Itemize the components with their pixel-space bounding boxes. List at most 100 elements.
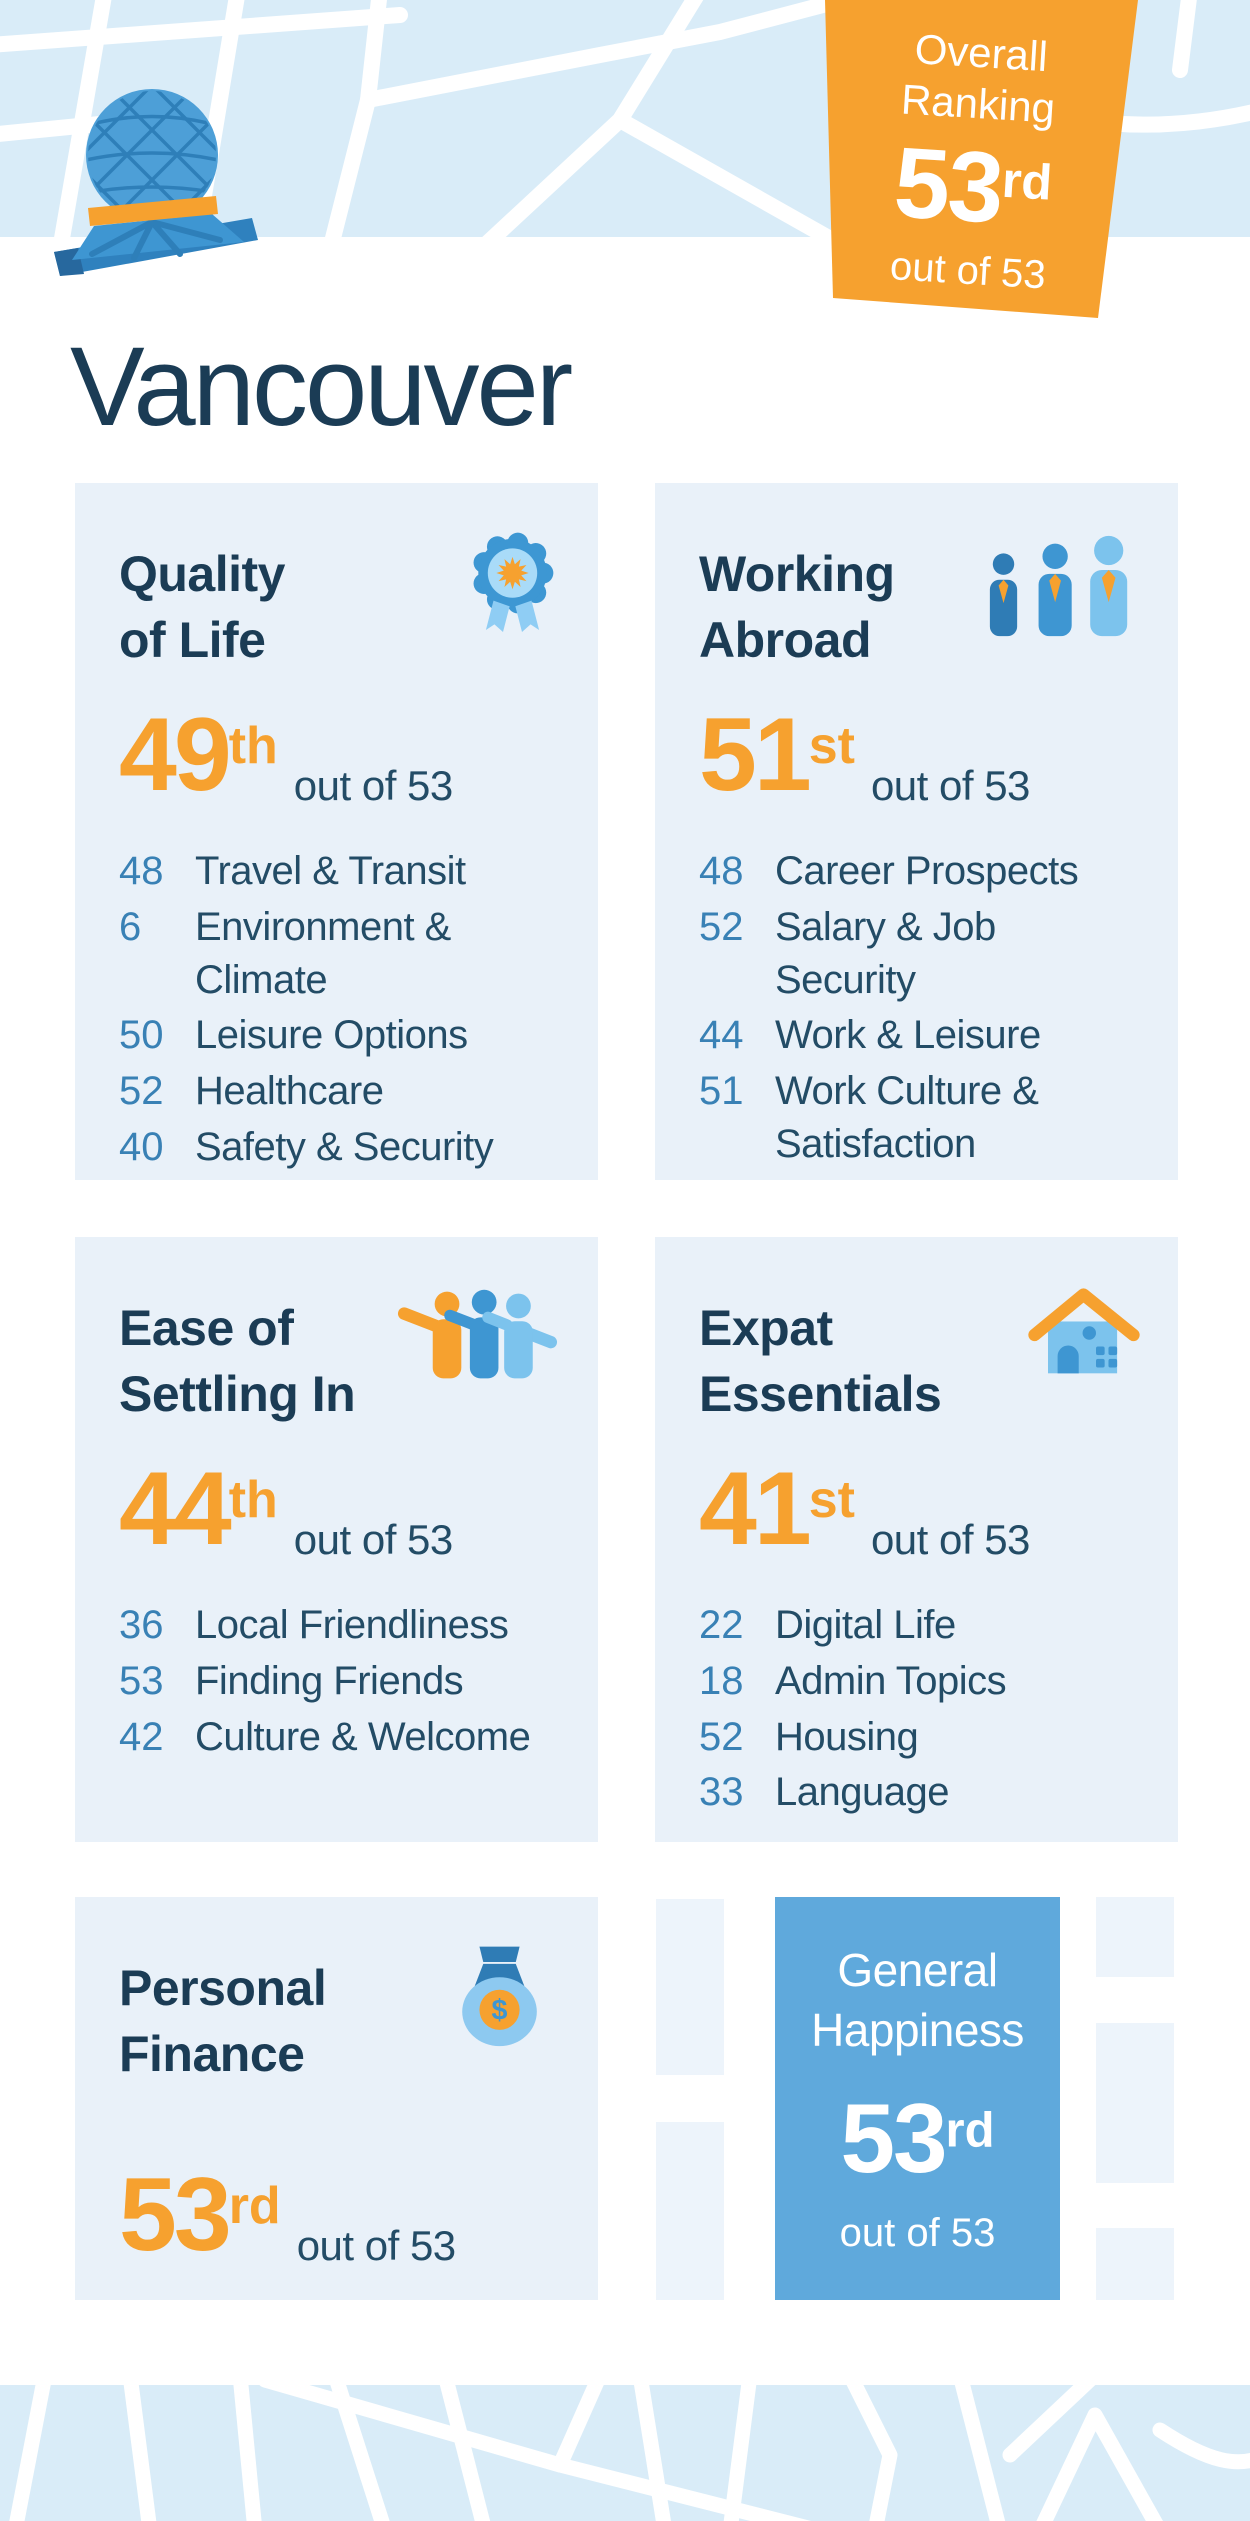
card-title-line1: Working	[699, 546, 895, 602]
rank-ordinal: st	[808, 716, 855, 775]
map-pattern-bottom	[0, 2385, 1250, 2521]
card-title: General Happiness	[811, 1941, 1024, 2061]
card-quality-of-life: Quality of Life 49th out of 53 48 Travel …	[75, 483, 598, 1180]
map-block-decoration	[1096, 1897, 1174, 1977]
metric-label: Culture & Welcome	[195, 1714, 531, 1759]
map-block-decoration	[1096, 2228, 1174, 2300]
card-title: Ease of Settling In	[119, 1295, 554, 1427]
card-title-line2: of Life	[119, 612, 266, 668]
overall-label-line2: Ranking	[900, 75, 1057, 132]
rank-out-of: out of 53	[870, 762, 1030, 809]
rank-value: 51st	[699, 703, 855, 807]
metric-label: Finding Friends	[195, 1658, 464, 1703]
metric-list: 22 Digital Life 18 Admin Topics 52 Housing 33 L…	[699, 1599, 1134, 1819]
metric-rank-value: 52	[699, 904, 744, 949]
rank-out-of: out of 53	[293, 1516, 453, 1563]
metric-rank-value: 48	[119, 849, 164, 893]
card-title-line2: Finance	[119, 2026, 305, 2082]
house-icon	[1028, 1288, 1140, 1374]
metric-row: 48 Travel & Transit	[119, 845, 554, 898]
metric-row: 33 Language	[699, 1766, 1134, 1819]
rank-ordinal: st	[808, 1470, 855, 1529]
metric-row: 42 Culture & Welcome	[119, 1711, 554, 1764]
metric-label: Work Culture & Satisfaction	[775, 1069, 1039, 1166]
metric-rank-value: 52	[119, 1069, 164, 1114]
card-personal-finance: Personal Finance $ 53rd out of 53	[75, 1897, 598, 2300]
rank-value: 49th	[119, 703, 278, 807]
rank-ordinal: th	[228, 716, 278, 775]
metric-rank-value: 42	[119, 1714, 164, 1759]
metric-rank-value: 51	[699, 1069, 744, 1114]
rank-row: 53rd out of 53	[119, 2163, 554, 2269]
metric-label: Salary & Job Security	[775, 904, 996, 1002]
rank-number: 53	[119, 2157, 232, 2273]
metric-label: Travel & Transit	[195, 849, 466, 893]
card-title-line1: Ease of	[119, 1300, 294, 1356]
card-title: Working Abroad	[699, 541, 1134, 673]
money-bag-icon: $	[462, 1946, 537, 2047]
metric-rank-value: 44	[699, 1013, 744, 1058]
metric-label: Career Prospects	[775, 849, 1079, 893]
rank-value: 41st	[699, 1457, 855, 1561]
rank-row: 49th out of 53	[119, 703, 554, 809]
card-title-line1: Personal	[119, 1960, 327, 2016]
overall-ranking-content: Overall Ranking 53rd out of 53	[888, 22, 1061, 299]
card-title-line2: Settling In	[119, 1366, 356, 1422]
metric-list: 48 Travel & Transit 6 Environment & Climate…	[119, 845, 554, 1174]
metric-rank-value: 18	[699, 1658, 744, 1703]
metric-label: Housing	[775, 1714, 919, 1759]
card-title: Expat Essentials	[699, 1295, 1134, 1427]
metric-rank-value: 33	[699, 1770, 744, 1815]
metric-rank-value: 22	[699, 1603, 744, 1647]
metric-rank-value: 53	[119, 1658, 164, 1703]
metric-row: 22 Digital Life	[699, 1599, 1134, 1652]
metric-row: 48 Career Prospects	[699, 845, 1134, 898]
metric-row: 18 Admin Topics	[699, 1655, 1134, 1708]
metric-rank-value: 36	[119, 1603, 164, 1647]
metric-row: 52 Salary & Job Security	[699, 901, 1134, 1007]
metric-row: 36 Local Friendliness	[119, 1599, 554, 1652]
metric-label: Digital Life	[775, 1603, 956, 1647]
rank-out-of: out of 53	[839, 2210, 996, 2255]
metric-row: 52 Housing	[699, 1711, 1134, 1764]
metric-label: Healthcare	[195, 1069, 384, 1114]
businesspeople-icon	[989, 535, 1128, 637]
rank-ordinal: rd	[945, 2103, 995, 2158]
rank-number: 51	[699, 697, 812, 813]
rank-row: 44th out of 53	[119, 1457, 554, 1563]
metric-rank-value: 52	[699, 1714, 744, 1759]
rank-out-of: out of 53	[293, 762, 453, 809]
metric-label: Environment & Climate	[195, 904, 451, 1002]
metric-row: 50 Leisure Options	[119, 1009, 554, 1062]
card-title-line1: General	[837, 1944, 998, 1997]
rank-ordinal: rd	[228, 2176, 281, 2235]
page-title-city: Vancouver	[70, 324, 573, 449]
metric-label: Leisure Options	[195, 1013, 468, 1058]
rank-ordinal: th	[228, 1470, 278, 1529]
card-title-line1: Expat	[699, 1300, 833, 1356]
map-block-decoration	[656, 1899, 724, 2075]
card-ease-of-settling-in: Ease of Settling In 44th out o	[75, 1237, 598, 1842]
card-working-abroad: Working Abroad 51st out of 53 48 Care	[655, 483, 1178, 1180]
dollar-sign-glyph: $	[492, 1994, 508, 2026]
metric-label: Work & Leisure	[775, 1013, 1041, 1058]
rank-out-of: out of 53	[296, 2222, 456, 2269]
card-expat-essentials: Expat Essentials 41st out of 53 22 Digita…	[655, 1237, 1178, 1842]
metric-list: 36 Local Friendliness 53 Finding Friends 42 C…	[119, 1599, 554, 1763]
overall-label-line1: Overall	[913, 24, 1050, 80]
award-rosette-icon	[473, 532, 554, 632]
metric-label: Language	[775, 1770, 949, 1815]
map-block-decoration	[1096, 2023, 1174, 2183]
metric-label: Local Friendliness	[195, 1603, 509, 1647]
metric-label: Admin Topics	[775, 1658, 1007, 1703]
overall-rank-ordinal: rd	[1000, 152, 1055, 211]
rank-value: 44th	[119, 1457, 278, 1561]
friends-icon	[397, 1289, 558, 1379]
metric-row: 53 Finding Friends	[119, 1655, 554, 1708]
overall-out-of: out of 53	[889, 244, 1048, 298]
rank-value: 53rd	[119, 2163, 281, 2267]
metric-row: 6 Environment & Climate	[119, 901, 554, 1007]
rank-number: 49	[119, 697, 232, 813]
rank-number: 44	[119, 1451, 232, 1567]
